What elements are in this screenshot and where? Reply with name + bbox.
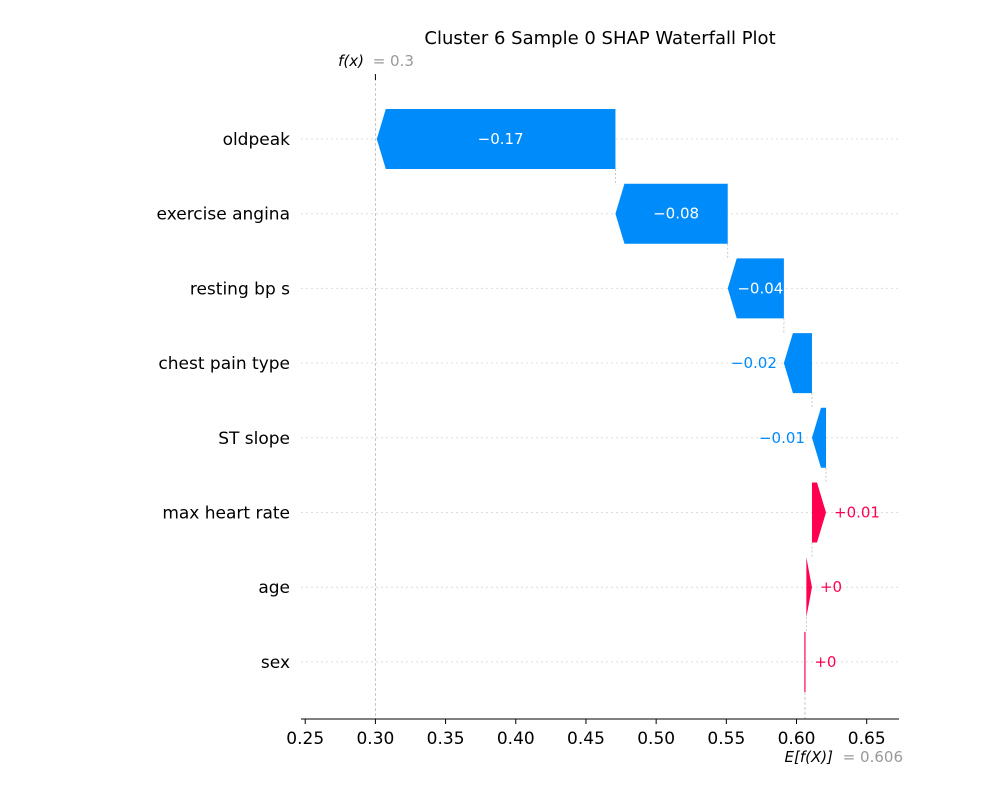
feature-label-age: age [258,578,290,598]
x-tick-label: 0.30 [356,729,394,749]
fx-label: f(x) = 0.3 [338,52,414,70]
shap-value-label: −0.08 [653,205,699,223]
x-tick-label: 0.35 [427,729,465,749]
shap-value-label: −0.02 [731,354,777,372]
feature-label-max-heart-rate: max heart rate [162,504,290,524]
shap-bar [783,333,812,394]
base-label-func: E[f(X)] [784,748,833,766]
shap-value-label: +0.01 [834,504,880,522]
fx-label-eq: = 0.3 [373,52,414,70]
shap-value-label: +0 [820,578,842,596]
shap-bar [804,631,806,692]
x-tick-label: 0.60 [778,729,816,749]
feature-label-st-slope: ST slope [218,429,290,449]
shap-bar [806,557,812,618]
shap-value-label: +0 [814,653,836,671]
svg-text:E[f(X)] = 0.606: E[f(X)] = 0.606 [784,748,903,766]
feature-label-chest-pain-type: chest pain type [158,354,290,374]
feature-label-resting-bp-s: resting bp s [190,279,290,299]
svg-text:f(x) = 0.3: f(x) = 0.3 [338,52,414,70]
fx-label-func: f(x) [338,52,364,70]
shap-bar [615,183,728,244]
x-tick-label: 0.50 [637,729,675,749]
base-label-eq: = 0.606 [843,748,903,766]
x-tick-label: 0.55 [707,729,745,749]
x-tick-label: 0.25 [286,729,324,749]
shap-value-label: −0.17 [478,130,524,148]
feature-label-exercise-angina: exercise angina [157,205,290,225]
x-tick-label: 0.65 [848,729,886,749]
shap-value-label: −0.04 [737,279,783,297]
shap-bar [811,482,827,543]
shap-value-label: −0.01 [759,429,805,447]
x-tick-label: 0.40 [497,729,535,749]
feature-label-oldpeak: oldpeak [223,130,291,150]
x-tick-label: 0.45 [567,729,605,749]
base-value-label: E[f(X)] = 0.606 [784,748,903,766]
chart-title: Cluster 6 Sample 0 SHAP Waterfall Plot [424,28,775,49]
shap-bar [376,109,616,169]
feature-label-sex: sex [261,653,290,673]
shap-bar [811,407,827,468]
shap-bar [727,258,784,319]
